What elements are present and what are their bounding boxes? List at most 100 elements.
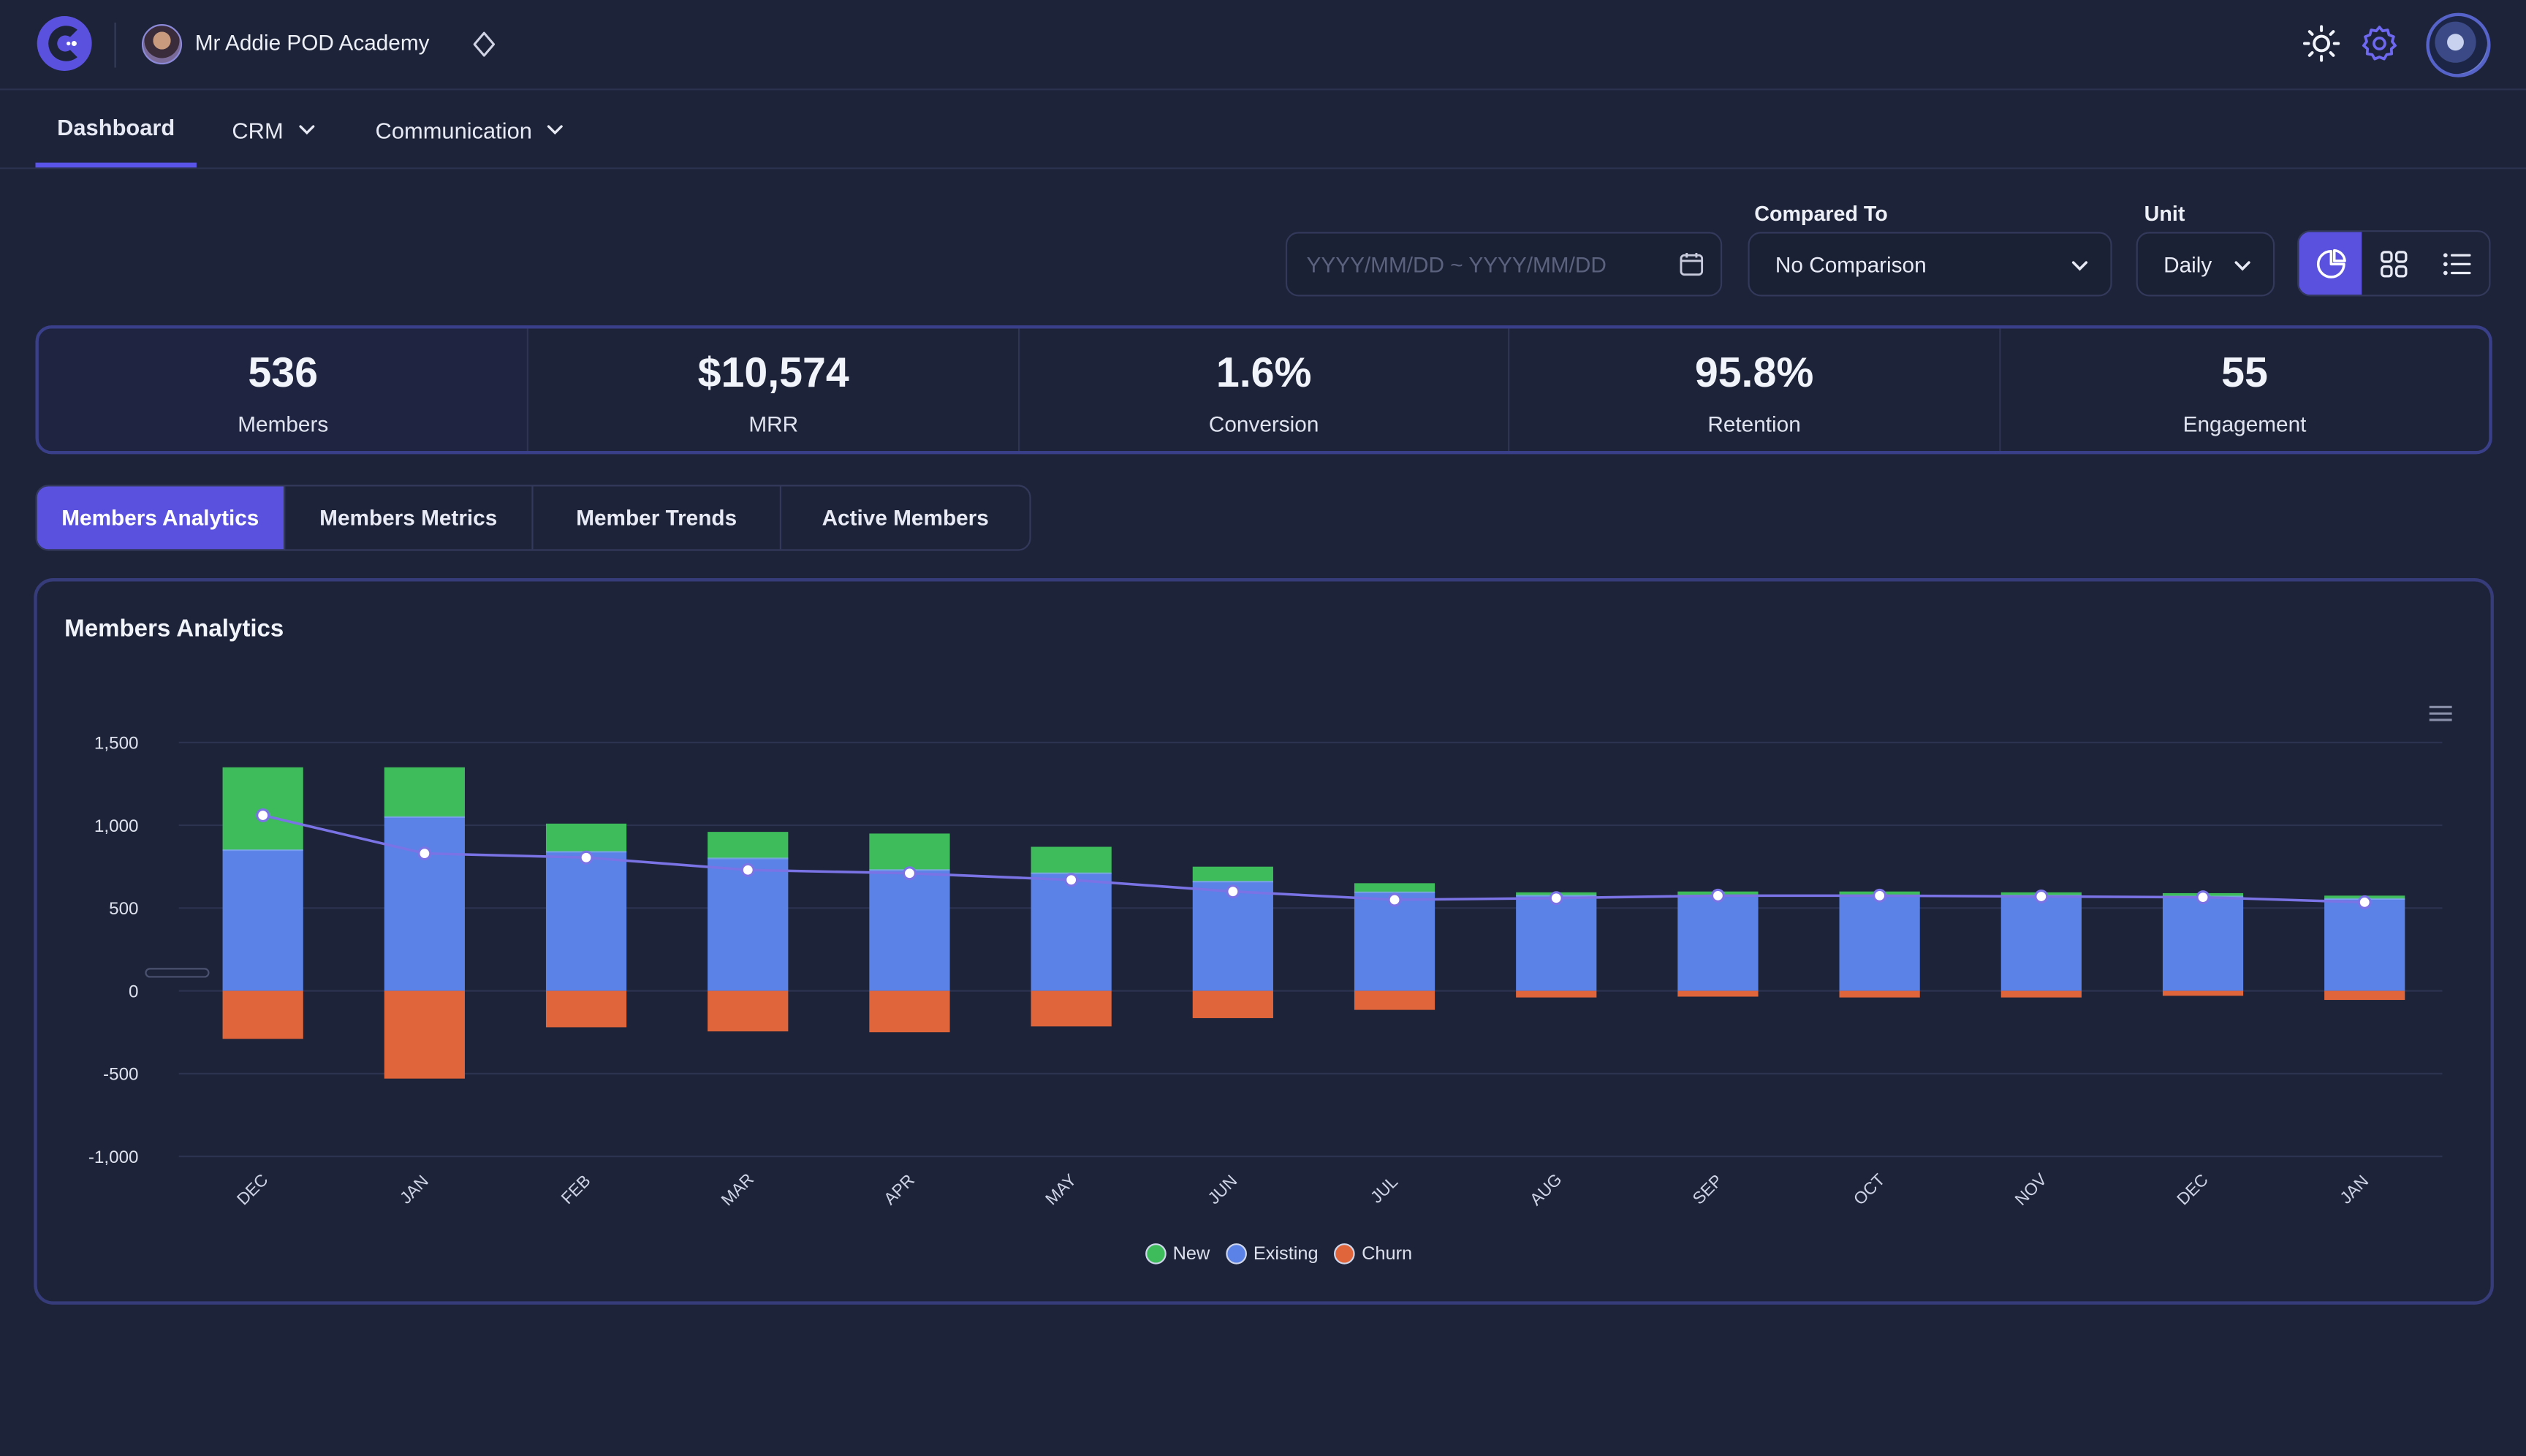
app-logo-icon[interactable] <box>35 15 93 72</box>
bar-churn <box>1677 990 1759 997</box>
legend-item-existing[interactable]: Existing <box>1226 1243 1319 1264</box>
members-chart: 1,500 1,000 500 0 -500 -1,000 DEC JAN FEB MAR APR M… <box>88 734 2443 1209</box>
unit-label: Unit <box>2144 201 2185 226</box>
nav-item-label: CRM <box>232 116 284 143</box>
kpi-value: 536 <box>248 346 319 395</box>
tab-active-members[interactable]: Active Members <box>822 505 989 530</box>
bar-new <box>708 832 789 859</box>
bar-existing <box>869 870 950 991</box>
x-tick-label: SEP <box>1688 1171 1726 1208</box>
legend-dot-new <box>1145 1243 1167 1264</box>
card-title: Members Analytics <box>64 615 284 643</box>
unit-select[interactable]: Daily <box>2136 232 2275 297</box>
bar-existing <box>1677 895 1759 991</box>
pie-chart-icon <box>2316 248 2346 278</box>
bar-existing <box>384 816 465 991</box>
bar-churn <box>1354 990 1435 1010</box>
y-tick-label: 1,000 <box>94 816 139 836</box>
theme-sun-icon[interactable] <box>2302 24 2341 63</box>
bar-churn <box>384 990 465 1079</box>
nav-item-communication[interactable]: Communication <box>353 92 587 168</box>
view-list-button[interactable] <box>2426 232 2489 295</box>
date-range-placeholder: YYYY/MM/DD ~ YYYY/MM/DD <box>1306 251 1607 276</box>
kpi-label: Retention <box>1707 411 1801 436</box>
bar-existing <box>1192 881 1273 991</box>
kpi-strip: 536 Members $10,574 MRR 1.6% Conversion … <box>35 325 2492 455</box>
bar-existing <box>708 858 789 991</box>
trend-point <box>2196 890 2210 905</box>
tab-members-analytics[interactable]: Members Analytics <box>37 486 286 550</box>
compared-to-label: Compared To <box>1754 201 1888 226</box>
bar-churn <box>2162 990 2244 996</box>
compared-to-select[interactable]: No Comparison <box>1748 232 2112 297</box>
x-tick-label: JUL <box>1367 1172 1402 1207</box>
trend-point <box>579 850 593 865</box>
nav-item-label: Dashboard <box>57 114 175 140</box>
x-tick-label: MAY <box>1042 1170 1080 1209</box>
y-tick-label: 1,500 <box>94 734 139 754</box>
trend-point <box>417 846 432 861</box>
compared-to-value: No Comparison <box>1775 251 1927 276</box>
bar-new <box>384 767 465 817</box>
kpi-conversion[interactable]: 1.6% Conversion <box>1020 328 1510 451</box>
kpi-mrr[interactable]: $10,574 MRR <box>529 328 1020 451</box>
grid-icon <box>2381 250 2408 277</box>
bar-new <box>1192 866 1273 882</box>
chart-menu-icon[interactable] <box>2428 704 2454 723</box>
unit-value: Daily <box>2163 251 2212 276</box>
top-bar: Mr Addie POD Academy <box>0 0 2526 91</box>
nav-item-dashboard[interactable]: Dashboard <box>35 92 197 168</box>
legend-label: New <box>1172 1244 1210 1264</box>
kpi-value: 55 <box>2221 346 2268 395</box>
legend-item-new[interactable]: New <box>1145 1243 1210 1264</box>
bar-churn <box>1031 990 1112 1027</box>
view-chart-button[interactable] <box>2299 232 2362 295</box>
trend-point <box>1387 892 1402 907</box>
view-grid-button[interactable] <box>2362 232 2426 295</box>
trend-point <box>1549 891 1563 906</box>
org-name[interactable]: Mr Addie POD Academy <box>194 30 430 55</box>
bar-churn <box>1839 990 1920 998</box>
org-switch-icon[interactable] <box>471 31 498 58</box>
x-tick-label: JAN <box>396 1172 432 1207</box>
bar-new <box>545 823 627 852</box>
x-tick-label: JAN <box>2336 1172 2372 1207</box>
trend-point <box>1226 884 1240 899</box>
nav-item-crm[interactable]: CRM <box>210 92 338 168</box>
bar-existing <box>1839 895 1920 991</box>
kpi-retention[interactable]: 95.8% Retention <box>1510 328 2000 451</box>
legend-label: Existing <box>1253 1244 1319 1264</box>
nav-item-label: Communication <box>375 116 532 143</box>
tab-member-trends[interactable]: Member Trends <box>534 486 781 550</box>
legend-item-churn[interactable]: Churn <box>1334 1243 1412 1264</box>
kpi-engagement[interactable]: 55 Engagement <box>2000 329 2489 451</box>
chart-range-handle[interactable] <box>145 968 210 978</box>
trend-point <box>2034 890 2049 903</box>
kpi-label: Engagement <box>2182 411 2307 436</box>
bar-existing <box>222 850 303 991</box>
kpi-members[interactable]: 536 Members <box>38 328 529 451</box>
bar-existing <box>1516 895 1597 991</box>
x-tick-label: APR <box>880 1170 918 1208</box>
x-tick-label: JUN <box>1204 1171 1240 1207</box>
tab-members-metrics[interactable]: Members Metrics <box>285 486 534 550</box>
chevron-down-icon <box>299 125 315 135</box>
settings-gear-icon[interactable] <box>2360 24 2399 63</box>
bar-new <box>869 833 950 871</box>
main-nav: Dashboard CRM Communication <box>0 92 2526 170</box>
bar-existing <box>545 852 627 991</box>
bar-churn <box>1516 990 1597 998</box>
bar-churn <box>708 990 789 1032</box>
bar-existing <box>1031 873 1112 991</box>
chart-legend: New Existing Churn <box>1145 1243 1412 1264</box>
calendar-icon[interactable] <box>1679 251 1704 277</box>
y-tick-label: -1,000 <box>88 1148 139 1167</box>
bar-new <box>1354 883 1435 892</box>
date-range-picker[interactable]: YYYY/MM/DD ~ YYYY/MM/DD <box>1285 232 1723 297</box>
trend-point <box>1064 873 1079 887</box>
bar-existing <box>2324 898 2405 991</box>
list-icon <box>2443 252 2472 275</box>
x-tick-label: NOV <box>2011 1169 2050 1209</box>
user-avatar[interactable] <box>2426 12 2491 77</box>
org-avatar <box>141 24 183 65</box>
